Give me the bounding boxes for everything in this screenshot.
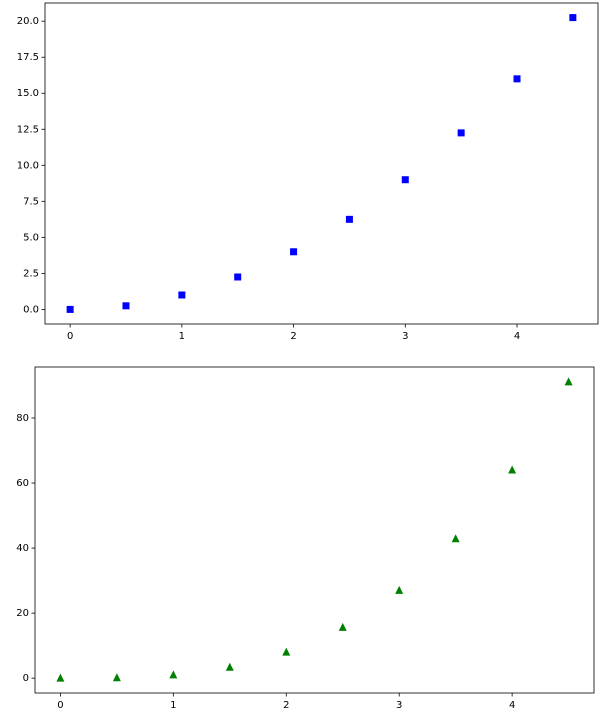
- square-marker: [401, 176, 409, 184]
- square-marker: [66, 305, 74, 313]
- axes-frame: [34, 366, 595, 694]
- x-tick-label: 4: [514, 331, 520, 342]
- square-marker: [457, 129, 465, 137]
- x-tick-label: 3: [402, 331, 408, 342]
- square-marker: [345, 215, 353, 223]
- y-tick-label: 40: [16, 543, 29, 554]
- triangle-marker: [282, 647, 291, 656]
- square-marker: [513, 75, 521, 83]
- axes-frame: [44, 2, 599, 325]
- y-tick-label: 80: [16, 413, 29, 424]
- y-tick-label: 7.5: [23, 196, 39, 207]
- y-tick-label: 15.0: [17, 88, 39, 99]
- square-marker: [234, 273, 242, 281]
- y-tick-label: 17.5: [17, 52, 39, 63]
- x-tick-label: 2: [290, 331, 296, 342]
- x-tick-label: 1: [170, 700, 176, 711]
- x-tick-label: 0: [57, 700, 63, 711]
- triangle-marker: [112, 673, 121, 682]
- y-tick-label: 20: [16, 608, 29, 619]
- triangle-marker: [56, 673, 65, 682]
- x-tick-label: 3: [396, 700, 402, 711]
- y-tick-label: 0.0: [23, 304, 39, 315]
- y-tick-label: 5.0: [23, 232, 39, 243]
- y-tick-label: 0: [23, 673, 29, 684]
- square-marker: [178, 291, 186, 299]
- triangle-marker: [564, 377, 573, 386]
- triangle-marker: [169, 670, 178, 679]
- triangle-marker: [395, 585, 404, 594]
- x-tick-label: 1: [179, 331, 185, 342]
- y-tick-label: 60: [16, 478, 29, 489]
- triangle-marker: [225, 662, 234, 671]
- x-tick-label: 0: [67, 331, 73, 342]
- y-tick-label: 12.5: [17, 124, 39, 135]
- x-tick-label: 2: [283, 700, 289, 711]
- square-marker: [122, 302, 130, 310]
- y-tick-label: 20.0: [17, 16, 39, 27]
- square-marker: [290, 248, 298, 256]
- x-tick-label: 4: [509, 700, 515, 711]
- triangle-marker: [451, 534, 460, 543]
- triangle-marker: [338, 622, 347, 631]
- y-tick-label: 2.5: [23, 268, 39, 279]
- triangle-marker: [508, 465, 517, 474]
- y-tick-label: 10.0: [17, 160, 39, 171]
- square-marker: [569, 14, 577, 22]
